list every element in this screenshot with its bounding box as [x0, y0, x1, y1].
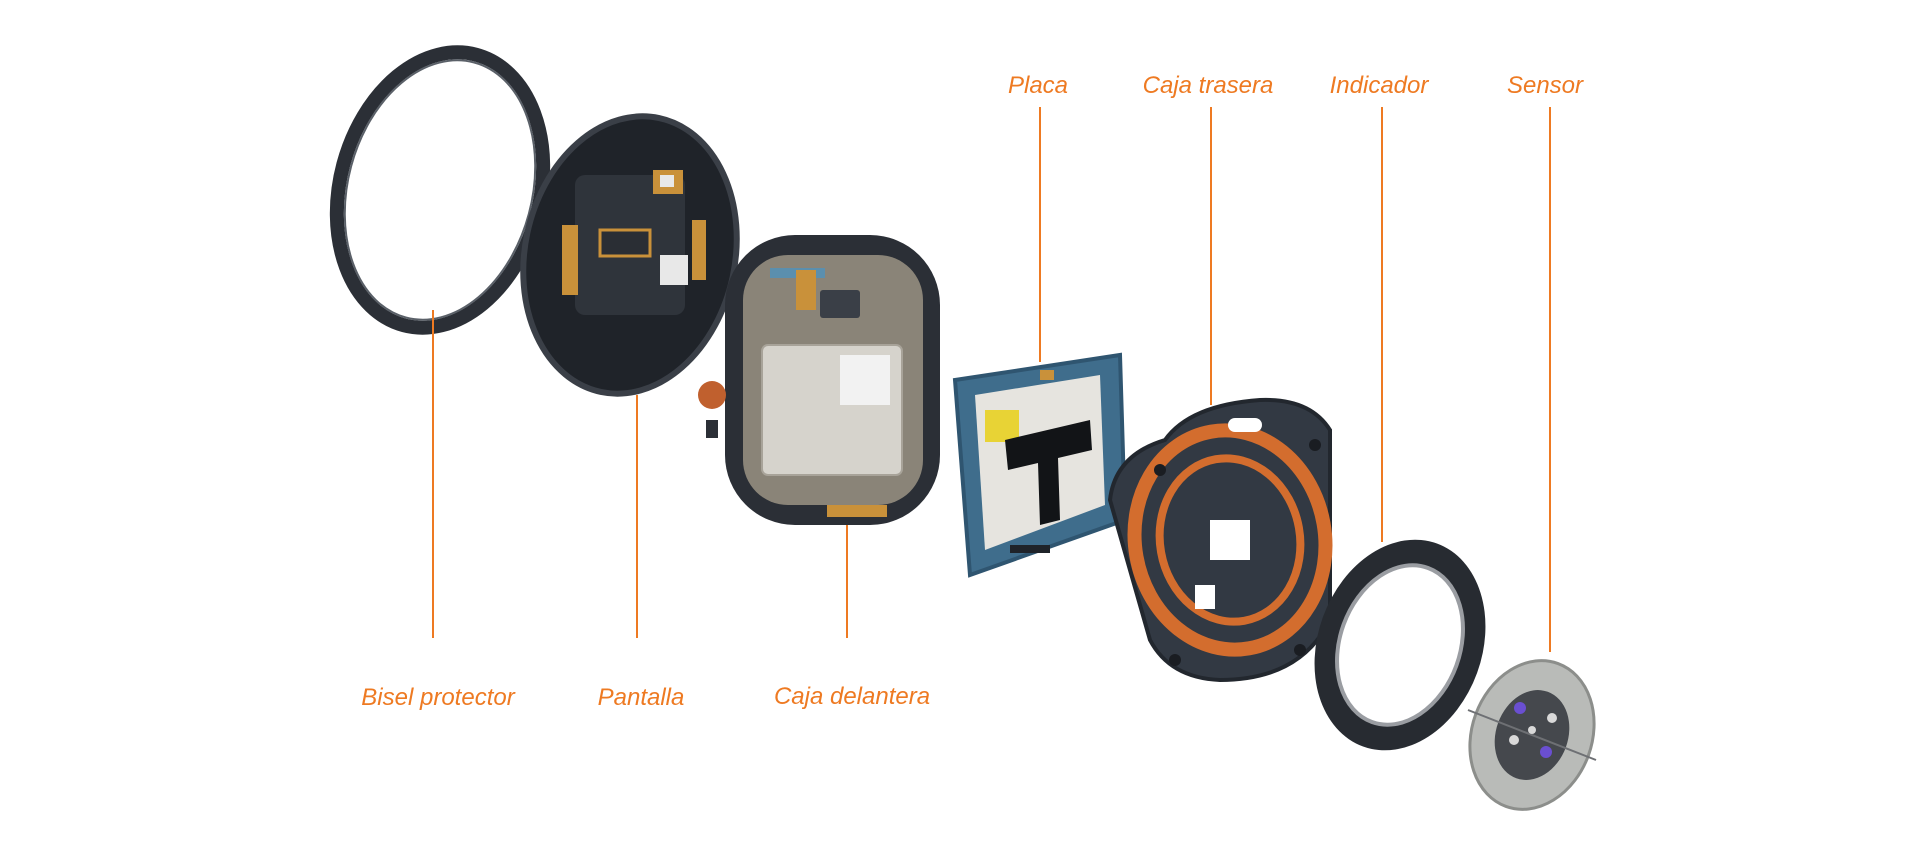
display-illustration: [520, 113, 740, 397]
label-caja-trasera: Caja trasera: [1142, 72, 1274, 99]
label-pantalla: Pantalla: [597, 684, 685, 711]
pcb-illustration: [952, 352, 1128, 578]
caja-delantera-leader-line: [846, 525, 848, 638]
sensor-leader-line: [1549, 107, 1551, 652]
front-case-illustration: [698, 235, 940, 525]
indicator-ring-illustration: [1314, 539, 1486, 751]
label-sensor: Sensor: [1506, 72, 1584, 99]
back-case-illustration: [1107, 397, 1333, 683]
sensor-illustration: [1467, 659, 1597, 811]
label-caja-delantera: Caja delantera: [773, 683, 931, 710]
label-placa: Placa: [1007, 72, 1069, 99]
pantalla-leader-line: [636, 395, 638, 638]
label-indicador: Indicador: [1329, 72, 1429, 99]
caja-trasera-leader-line: [1210, 107, 1212, 405]
label-bisel-protector: Bisel protector: [361, 684, 515, 711]
placa-leader-line: [1039, 107, 1041, 362]
bisel-leader-line: [432, 310, 434, 638]
indicador-leader-line: [1381, 107, 1383, 542]
